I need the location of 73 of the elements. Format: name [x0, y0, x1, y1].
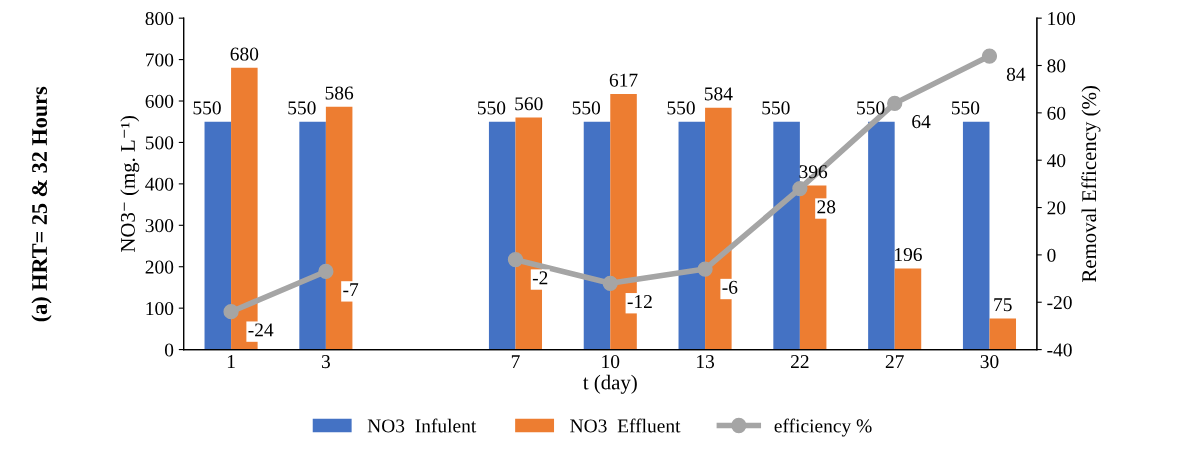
data-label: 680: [230, 47, 259, 61]
data-label: 550: [477, 101, 506, 115]
data-label: 584: [704, 87, 733, 101]
bar: [488, 121, 516, 350]
point: [507, 251, 524, 268]
y-tick-label: 500: [145, 136, 174, 150]
x-tick-label: 1: [227, 355, 235, 368]
point: [697, 261, 713, 277]
legend-label: efficiency %: [774, 418, 872, 437]
data-label: -12: [627, 295, 652, 308]
point: [223, 304, 239, 320]
bar: [894, 268, 922, 350]
x-tick-label: 7: [511, 355, 520, 368]
text: (a) HRT= 25 & 32 Hours: [31, 86, 52, 322]
y-tick-label: 300: [145, 219, 174, 233]
point: [792, 180, 808, 197]
data-label: -6: [722, 280, 738, 294]
bar: [773, 121, 800, 350]
data-label: 550: [193, 101, 221, 115]
point: [318, 263, 334, 280]
bar: [962, 121, 990, 350]
data-label: 550: [857, 101, 885, 115]
data-label: 550: [762, 101, 790, 115]
legend-label: NO3 Effluent: [570, 418, 681, 433]
y-tick-label: 700: [146, 53, 174, 67]
data-label: 196: [895, 248, 922, 262]
data-label: 550: [951, 101, 980, 115]
x-tick-label: 3: [321, 355, 330, 369]
data-label: -7: [343, 283, 359, 297]
y-tick-label: 200: [145, 260, 174, 274]
data-label: 28: [817, 200, 836, 214]
y-tick-label: 100: [146, 301, 174, 316]
data-label: 560: [515, 97, 543, 111]
y2-tick-label: -40: [1047, 343, 1072, 357]
bar: [204, 121, 232, 350]
bar: [678, 121, 706, 350]
y2-tick-label: 20: [1047, 201, 1066, 215]
point: [602, 275, 618, 291]
bar: [868, 121, 895, 350]
point: [981, 48, 998, 64]
data-label: 64: [912, 115, 931, 129]
y-tick-label: 0: [164, 343, 174, 357]
y2-tick-label: 80: [1047, 59, 1066, 73]
data-label: -24: [248, 323, 274, 337]
data-label: 550: [667, 101, 695, 115]
y2-tick-label: 60: [1047, 106, 1066, 120]
x-axis-title: t (day): [583, 374, 637, 394]
data-label: 550: [572, 101, 601, 115]
bar: [583, 121, 611, 350]
y2-axis-title: Removal Efficency (%): [1081, 86, 1101, 282]
y2-tick-label: 0: [1047, 248, 1056, 262]
bar: [989, 318, 1017, 350]
y-tick-label: 400: [145, 177, 174, 191]
y-tick-label: 800: [145, 11, 174, 26]
y-axis-title: NO3⁻ (mg. L⁻¹): [120, 115, 140, 253]
data-label: -2: [532, 271, 548, 285]
data-label: 617: [609, 73, 638, 87]
y2-tick-label: 40: [1046, 154, 1066, 168]
y2-tick-label: -20: [1047, 296, 1072, 310]
x-tick-label: 22: [791, 355, 809, 368]
point: [887, 95, 903, 112]
data-label: 75: [994, 298, 1012, 312]
x-tick-label: 10: [602, 355, 620, 369]
data-label: 550: [288, 101, 316, 115]
y2-tick-label: 100: [1048, 11, 1076, 26]
legend-label: NO3 Infulent: [367, 418, 477, 433]
data-label: 586: [325, 86, 354, 100]
x-tick-label: 27: [885, 355, 904, 368]
data-label: 84: [1006, 67, 1026, 81]
x-tick-label: 13: [697, 355, 715, 369]
bar: [299, 121, 326, 350]
x-tick-label: 30: [980, 355, 999, 369]
y-tick-label: 600: [145, 94, 174, 108]
